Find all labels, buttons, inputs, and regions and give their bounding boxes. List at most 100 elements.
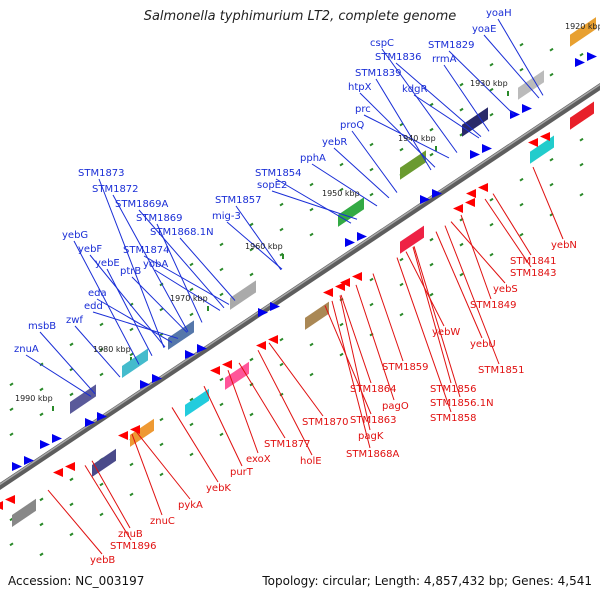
minus-gene-leader	[339, 295, 371, 431]
track-tick	[189, 262, 194, 267]
minus-gene-leader	[340, 294, 372, 384]
plus-gene-leader	[138, 209, 225, 309]
track-tick	[519, 67, 524, 72]
track-tick	[189, 452, 194, 457]
minus-gene-leader	[91, 460, 131, 529]
track-tick	[339, 187, 344, 192]
minus-gene-label: STM1868A	[346, 449, 400, 460]
plus-gene-arrow	[522, 104, 532, 113]
plus-gene-label: msbB	[28, 321, 56, 332]
track-tick	[9, 432, 14, 437]
plus-gene-leader	[39, 331, 96, 395]
minus-gene-block	[185, 388, 209, 417]
minus-gene-leader	[413, 246, 461, 398]
plus-gene-leader	[351, 130, 398, 193]
track-tick	[519, 177, 524, 182]
minus-gene-label: pagO	[382, 401, 409, 412]
plus-gene-arrow	[24, 456, 34, 465]
track-tick	[429, 152, 434, 157]
minus-gene-label: STM1870	[302, 417, 349, 428]
track-tick	[249, 247, 254, 252]
plus-gene-arrow	[432, 189, 442, 198]
plus-gene-block	[400, 150, 426, 180]
plus-gene-label: STM1873	[78, 168, 125, 179]
track-tick	[309, 232, 314, 237]
track-tick	[129, 492, 134, 497]
track-tick	[279, 202, 284, 207]
plus-gene-arrow	[510, 110, 520, 119]
track-tick	[339, 322, 344, 327]
plus-gene-leader	[131, 276, 188, 333]
track-tick	[159, 442, 164, 447]
minus-gene-arrow	[478, 183, 488, 192]
track-tick	[69, 477, 74, 482]
track-tick	[579, 52, 584, 57]
plus-gene-label: znuA	[14, 344, 39, 355]
minus-gene-leader	[135, 431, 191, 500]
genome-backbone	[0, 83, 600, 490]
plus-gene-arrow	[152, 374, 162, 383]
minus-gene-leader	[84, 465, 132, 541]
plus-gene-label: STM1839	[355, 68, 402, 79]
track-tick	[459, 107, 464, 112]
minus-gene-leader	[460, 214, 492, 300]
accession-text: Accession: NC_003197	[8, 574, 145, 588]
minus-gene-leader	[47, 489, 103, 555]
minus-gene-label: yebW	[432, 327, 460, 338]
plus-gene-arrow	[185, 350, 195, 359]
minus-gene-label: yebK	[206, 483, 231, 494]
track-tick	[189, 422, 194, 427]
minus-gene-label: yebN	[551, 240, 577, 251]
track-tick	[519, 42, 524, 47]
minus-gene-label: STM1896	[110, 541, 157, 552]
plus-gene-leader	[73, 240, 140, 365]
minus-gene-label: STM1859	[382, 362, 429, 373]
minus-gene-arrow	[5, 495, 15, 504]
minus-gene-label: STM1858	[430, 413, 477, 424]
plus-gene-label: eda	[88, 288, 107, 299]
track-tick	[279, 337, 284, 342]
plus-gene-leader	[275, 178, 352, 224]
track-tick	[489, 222, 494, 227]
track-tick	[489, 197, 494, 202]
minus-gene-leader	[412, 246, 452, 384]
track-tick	[249, 412, 254, 417]
plus-gene-label: mig-3	[212, 211, 241, 222]
minus-gene-leader	[450, 221, 506, 284]
plus-gene-label: yoaH	[486, 8, 512, 19]
track-tick	[69, 502, 74, 507]
track-tick	[369, 142, 374, 147]
track-tick	[9, 407, 14, 412]
track-tick	[99, 322, 104, 327]
minus-gene-block	[130, 418, 154, 447]
minus-gene-label: STM1856	[430, 384, 477, 395]
plus-gene-arrow	[140, 380, 150, 389]
minus-gene-leader	[355, 284, 395, 401]
plus-gene-arrow	[197, 344, 207, 353]
track-tick	[579, 162, 584, 167]
plus-gene-label: ptrB	[120, 266, 141, 277]
track-tick	[489, 62, 494, 67]
track-tick	[309, 207, 314, 212]
minus-gene-leader	[372, 273, 404, 362]
minus-gene-arrow	[466, 189, 476, 198]
minus-gene-label: znuB	[118, 529, 143, 540]
minus-gene-label: STM1851	[478, 365, 525, 376]
minus-gene-arrow	[65, 462, 75, 471]
plus-gene-label: pphA	[300, 153, 326, 164]
plus-gene-label: yobA	[143, 259, 168, 270]
plus-gene-block	[122, 348, 148, 378]
track-tick	[549, 72, 554, 77]
plus-gene-label: STM1868.1N	[150, 227, 214, 238]
minus-gene-leader	[435, 231, 483, 339]
plus-gene-label: yebR	[322, 137, 347, 148]
plus-gene-arrow	[587, 52, 597, 61]
track-tick	[249, 222, 254, 227]
minus-gene-leader	[484, 198, 532, 268]
kbp-tick-label: 1950 kbp	[322, 189, 360, 198]
plus-gene-arrow	[12, 462, 22, 471]
minus-gene-leader	[396, 257, 452, 413]
track-tick	[99, 372, 104, 377]
track-tick	[39, 552, 44, 557]
plus-gene-label: STM1854	[255, 168, 302, 179]
